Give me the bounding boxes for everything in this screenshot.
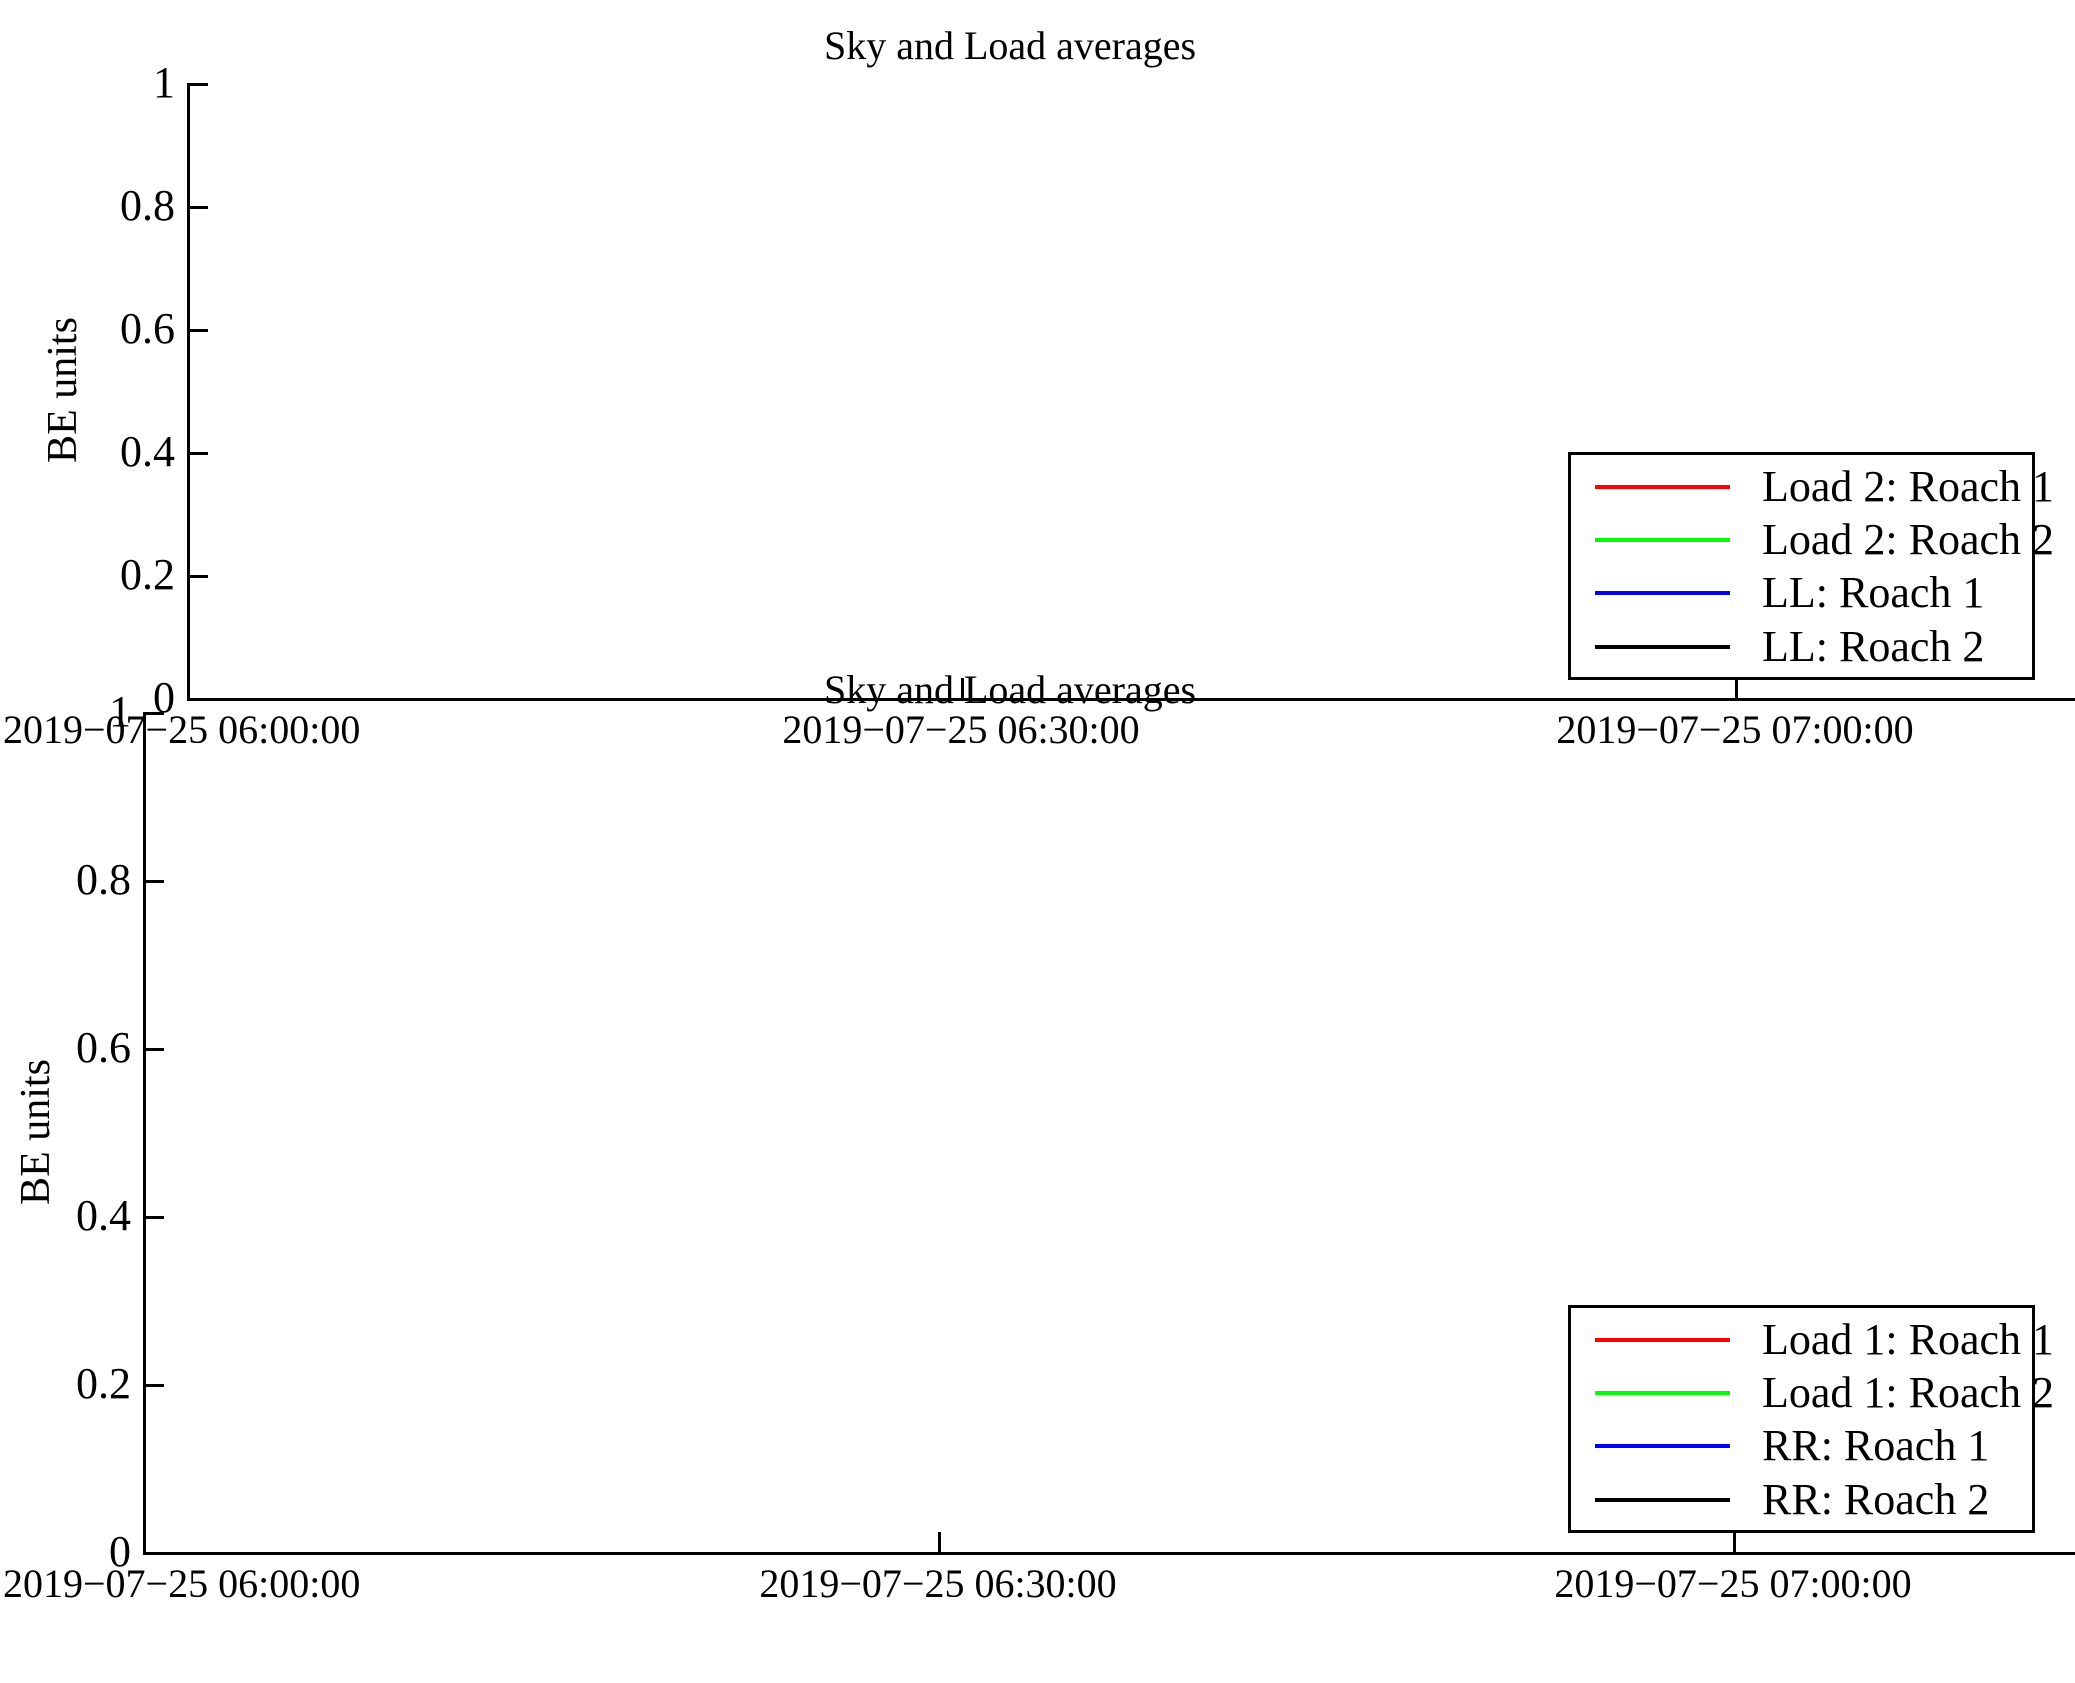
legend-entry: Load 1: Roach 1 <box>1571 1315 2055 1364</box>
y-tick-label: 0.6 <box>120 304 175 353</box>
y-axis-line <box>143 712 146 1555</box>
legend-entry: Load 2: Roach 2 <box>1571 515 2055 564</box>
legend-entry: Load 2: Roach 1 <box>1571 462 2055 511</box>
y-tick-mark <box>190 83 208 86</box>
legend-line-sample <box>1595 485 1730 489</box>
y-tick-mark <box>146 712 164 715</box>
x-tick-mark <box>938 1532 941 1552</box>
y-tick-mark <box>190 698 208 701</box>
y-tick-label: 1 <box>109 687 131 736</box>
y-tick-mark <box>190 452 208 455</box>
chart-top: Sky and Load averages BE units 1 0.8 0.6… <box>0 0 2075 841</box>
legend-line-sample <box>1595 1498 1730 1502</box>
x-tick-label: 2019−07−25 06:30:00 <box>782 707 1140 752</box>
y-tick-label: 0 <box>109 1527 131 1576</box>
y-tick-label: 0.2 <box>120 550 175 599</box>
legend-entry-label: LL: Roach 1 <box>1762 568 1985 617</box>
legend-entry: RR: Roach 1 <box>1571 1421 1990 1470</box>
x-tick-label: 2019−07−25 06:00:00 <box>3 1561 361 1606</box>
legend-entry: Load 1: Roach 2 <box>1571 1368 2055 1417</box>
y-axis-line <box>187 83 190 701</box>
legend-entry-label: Load 2: Roach 1 <box>1762 462 2055 511</box>
y-tick-mark <box>146 1384 164 1387</box>
legend: Load 2: Roach 1 Load 2: Roach 2 LL: Roac… <box>1568 452 2054 680</box>
y-tick-mark <box>146 1048 164 1051</box>
legend-entry: LL: Roach 2 <box>1571 622 1985 671</box>
x-tick-mark <box>143 1532 146 1552</box>
y-tick-label: 0.4 <box>76 1191 131 1240</box>
y-tick-label: 0.4 <box>120 427 175 476</box>
y-tick-mark <box>190 575 208 578</box>
y-tick-mark <box>146 1552 164 1555</box>
y-tick-label: 0.6 <box>76 1023 131 1072</box>
x-tick-label: 2019−07−25 06:30:00 <box>759 1561 1117 1606</box>
x-axis-line <box>143 1552 2075 1555</box>
y-tick-label: 0 <box>153 673 175 722</box>
y-tick-label: 0.8 <box>76 855 131 904</box>
legend-entry-label: LL: Roach 2 <box>1762 622 1985 671</box>
x-tick-label: 2019−07−25 07:00:00 <box>1554 1561 1912 1606</box>
y-tick-mark <box>190 329 208 332</box>
x-tick-mark <box>187 678 190 698</box>
legend-entry-label: Load 1: Roach 1 <box>1762 1315 2055 1364</box>
y-tick-mark <box>146 1216 164 1219</box>
x-tick-mark <box>1733 1532 1736 1552</box>
legend-entry-label: RR: Roach 2 <box>1762 1475 1990 1524</box>
legend-line-sample <box>1595 591 1730 595</box>
y-tick-label: 0.2 <box>76 1359 131 1408</box>
legend-entry-label: Load 1: Roach 2 <box>1762 1368 2055 1417</box>
y-tick-label: 0.8 <box>120 181 175 230</box>
legend-entry: RR: Roach 2 <box>1571 1475 1990 1524</box>
legend-line-sample <box>1595 1391 1730 1395</box>
x-tick-label: 2019−07−25 06:00:00 <box>3 707 361 752</box>
legend-entry-label: Load 2: Roach 2 <box>1762 515 2055 564</box>
legend-line-sample <box>1595 1444 1730 1448</box>
x-tick-label: 2019−07−25 07:00:00 <box>1556 707 1914 752</box>
legend-line-sample <box>1595 645 1730 649</box>
x-tick-mark <box>961 678 964 698</box>
y-tick-mark <box>190 206 208 209</box>
legend: Load 1: Roach 1 Load 1: Roach 2 RR: Roac… <box>1568 1305 2054 1533</box>
legend-entry: LL: Roach 1 <box>1571 568 1985 617</box>
legend-line-sample <box>1595 1338 1730 1342</box>
legend-entry-label: RR: Roach 1 <box>1762 1421 1990 1470</box>
chart-title: Sky and Load averages <box>823 23 1197 68</box>
chart-title: Sky and Load averages <box>823 667 1197 712</box>
y-tick-label: 1 <box>153 58 175 107</box>
x-axis-line <box>187 698 2075 701</box>
legend-line-sample <box>1595 538 1730 542</box>
x-tick-mark <box>1735 678 1738 698</box>
y-tick-mark <box>146 880 164 883</box>
